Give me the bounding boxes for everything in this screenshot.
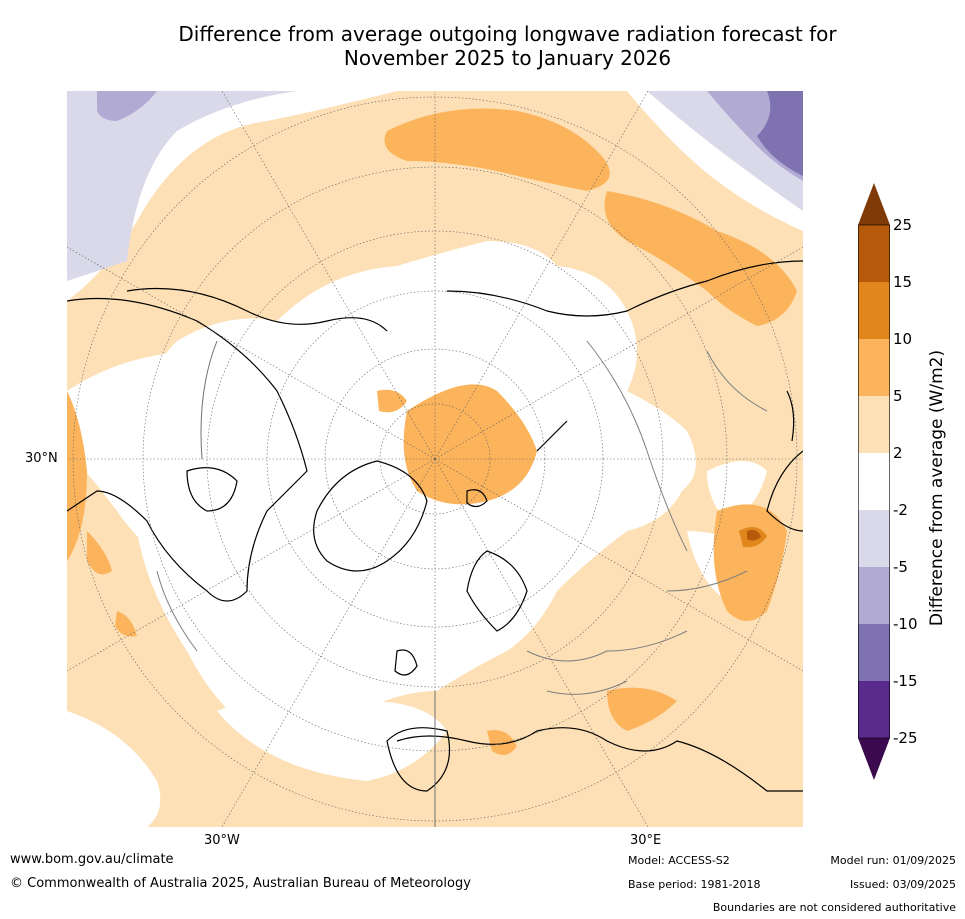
footer-website[interactable]: www.bom.gov.au/climate <box>10 852 174 867</box>
colorbar-tick-label: -2 <box>893 501 908 519</box>
solid-meridians <box>200 340 436 827</box>
graticule <box>67 91 803 827</box>
colorbar-band <box>858 339 890 396</box>
neutral-region-bottom-left <box>67 711 161 827</box>
colorbar-tick-label: -15 <box>893 672 918 690</box>
footer-model-run: Model run: 01/09/2025 <box>830 854 956 867</box>
positive-anomaly-north-pacific <box>384 108 610 191</box>
colorbar-extend-bottom <box>858 738 890 780</box>
latitude-circle-80 <box>379 403 491 515</box>
footer-disclaimer: Boundaries are not considered authoritat… <box>712 901 956 914</box>
coastlines <box>67 260 803 792</box>
colorbar-tick-label: 2 <box>893 444 903 462</box>
meridian-60e <box>434 458 803 672</box>
meridian-120w <box>67 246 436 460</box>
colorbar-tick-label: -5 <box>893 558 908 576</box>
scandinavia-coast <box>466 550 528 632</box>
border-4 <box>586 340 688 552</box>
border-2 <box>546 680 628 695</box>
colorbar-band <box>858 567 890 624</box>
title-line-1: Difference from average outgoing longwav… <box>178 22 837 46</box>
footer-model: Model: ACCESS-S2 <box>628 854 730 867</box>
colorbar <box>858 183 890 780</box>
latitude-30-solid-arc <box>200 340 218 460</box>
svalbard-coast <box>466 489 488 508</box>
positive-anomaly-pole <box>403 384 537 505</box>
positive-anomaly-mediterranean <box>607 687 677 731</box>
positive-anomaly-north-america-sw <box>87 531 112 575</box>
north-america-coast <box>67 297 308 602</box>
greenland-coast <box>313 460 428 572</box>
positive-anomaly-east-asia <box>604 191 797 326</box>
colorbar-band <box>858 681 890 738</box>
positive-anomaly-siberia <box>713 504 787 621</box>
meridian-60w <box>67 458 436 672</box>
colorbar-band <box>858 396 890 453</box>
alaska-coast <box>126 287 388 332</box>
footer-base-period: Base period: 1981-2018 <box>628 878 761 891</box>
colorbar-tick-label: -25 <box>893 729 918 747</box>
footer-copyright: © Commonwealth of Australia 2025, Austra… <box>10 876 471 891</box>
border-6 <box>706 350 768 412</box>
asia-north-coast <box>446 260 803 317</box>
polar-map <box>67 91 803 827</box>
colorbar-extend-top <box>858 183 890 225</box>
chart-title: Difference from average outgoing longwav… <box>0 22 965 70</box>
title-line-2: November 2025 to January 2026 <box>343 46 672 70</box>
neutral-region-east <box>707 461 767 521</box>
colorbar-band <box>858 282 890 339</box>
east-asia-coast <box>766 450 803 532</box>
border-3 <box>666 570 748 592</box>
positive-anomaly-italy <box>487 730 517 755</box>
colorbar-band <box>858 510 890 567</box>
colorbar-tick-label: 10 <box>893 330 913 348</box>
europe-coast <box>396 727 803 792</box>
uk-coast <box>394 649 418 676</box>
meridian-150w <box>221 91 436 460</box>
colorbar-band <box>858 624 890 681</box>
colorbar-band <box>858 225 890 282</box>
meridian-30e <box>434 458 649 827</box>
colorbar-tick-label: 25 <box>893 216 913 234</box>
iberia-coast <box>386 727 451 792</box>
hudson-bay-coast <box>186 467 238 512</box>
colorbar-band <box>858 453 890 510</box>
japan-coast <box>786 390 795 442</box>
longitude-label-30e: 30°E <box>630 833 662 848</box>
colorbar-tick-label: 15 <box>893 273 913 291</box>
meridian-120e <box>434 246 803 460</box>
negative-anomaly-top-right-dark <box>757 91 803 176</box>
colorbar-tick-label: -10 <box>893 615 918 633</box>
latitude-label-30n: 30°N <box>25 451 58 466</box>
neutral-region-south <box>217 691 447 781</box>
footer-issued: Issued: 03/09/2025 <box>849 878 956 891</box>
colorbar-tick-label: 5 <box>893 387 903 405</box>
positive-anomaly-north-america-west <box>67 391 87 561</box>
longitude-label-30w: 30°W <box>204 833 240 848</box>
novaya-zemlya-coast <box>536 420 568 452</box>
negative-anomaly-top-left-mid <box>97 91 157 121</box>
colorbar-frame <box>858 224 890 739</box>
neutral-region-central <box>132 241 696 745</box>
colorbar-label: Difference from average (W/m2) <box>927 349 947 627</box>
positive-anomaly-nw-small <box>115 611 137 637</box>
negative-anomaly-top-left-light <box>67 91 297 281</box>
meridian-30w <box>221 458 436 827</box>
strong-anomaly-central-asia-core <box>747 529 761 541</box>
border-5 <box>156 570 198 652</box>
meridian-150e <box>434 91 649 460</box>
positive-anomaly-arctic-small <box>377 389 407 413</box>
